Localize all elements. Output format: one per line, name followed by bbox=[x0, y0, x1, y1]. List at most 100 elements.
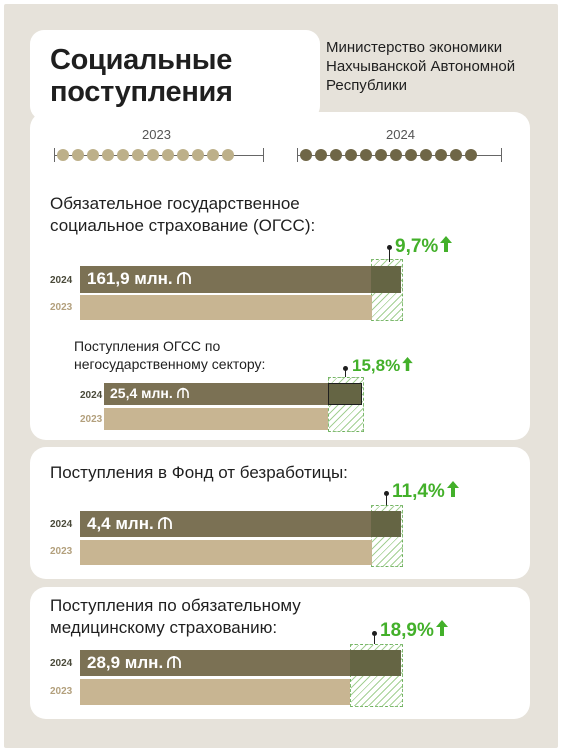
medical-growth-overlay bbox=[350, 650, 401, 676]
month-dot bbox=[405, 149, 417, 161]
unemployment-title: Поступления в Фонд от безработицы: bbox=[50, 463, 348, 482]
nongov-growth: 15,8% bbox=[352, 356, 413, 376]
nongov-value-text: 25,4 млн. bbox=[110, 385, 173, 401]
month-dot bbox=[162, 149, 174, 161]
medical-growth-value: 18,9% bbox=[380, 620, 434, 641]
month-dot bbox=[117, 149, 129, 161]
medical-value-2024: 28,9 млн. bbox=[87, 653, 182, 673]
month-dot bbox=[345, 149, 357, 161]
nongov-bar-2024 bbox=[104, 383, 362, 405]
medical-title-line-1: Поступления по обязательному bbox=[50, 596, 301, 615]
month-dot bbox=[375, 149, 387, 161]
nongov-label-2024: 2024 bbox=[80, 390, 103, 401]
ogss-label-2024: 2024 bbox=[50, 275, 73, 286]
year-label-2023: 2023 bbox=[142, 127, 171, 142]
unemployment-bar-2023 bbox=[80, 540, 372, 565]
ogss-value-2024: 161,9 млн. bbox=[87, 269, 191, 289]
month-dot bbox=[315, 149, 327, 161]
medical-title: Поступления по обязательному медицинском… bbox=[50, 595, 301, 639]
header-card bbox=[30, 30, 320, 120]
unemployment-label-2024: 2024 bbox=[50, 519, 73, 530]
ogss-growth: 9,7% bbox=[395, 236, 453, 258]
timeline-tick bbox=[501, 148, 502, 162]
ogss-value-text: 161,9 млн. bbox=[87, 269, 173, 288]
month-dot bbox=[192, 149, 204, 161]
month-dot bbox=[222, 149, 234, 161]
month-dot bbox=[360, 149, 372, 161]
nongov-title-line-1: Поступления ОГСС по bbox=[74, 338, 221, 354]
ogss-growth-value: 9,7% bbox=[395, 236, 439, 257]
arrow-up-icon bbox=[435, 620, 448, 642]
manat-icon bbox=[176, 385, 189, 401]
medical-value-text: 28,9 млн. bbox=[87, 653, 164, 672]
medical-title-line-2: медицинскому страхованию: bbox=[50, 618, 278, 637]
growth-pin-line bbox=[389, 248, 390, 262]
month-dot bbox=[57, 149, 69, 161]
month-dot bbox=[207, 149, 219, 161]
ogss-bar-2024 bbox=[80, 266, 401, 293]
nongov-value-2024: 25,4 млн. bbox=[110, 385, 189, 401]
month-dot bbox=[435, 149, 447, 161]
ogss-title-line-1: Обязательное государственное bbox=[50, 194, 300, 213]
ogss-title: Обязательное государственное социальное … bbox=[50, 193, 315, 237]
month-dot bbox=[147, 149, 159, 161]
month-dot bbox=[465, 149, 477, 161]
title-line-2: поступления bbox=[50, 76, 233, 108]
growth-pin-line bbox=[345, 369, 346, 377]
growth-pin bbox=[384, 491, 389, 496]
ogss-title-line-2: социальное страхование (ОГСС): bbox=[50, 216, 316, 235]
unemployment-value-text: 4,4 млн. bbox=[87, 514, 154, 533]
timeline-dots-2023 bbox=[57, 148, 237, 162]
month-dot bbox=[420, 149, 432, 161]
month-dot bbox=[300, 149, 312, 161]
ministry-name: Министерство экономики Нахчыванской Авто… bbox=[326, 38, 546, 95]
nongov-bar-2023 bbox=[104, 408, 328, 430]
growth-pin-line bbox=[386, 494, 387, 506]
growth-pin bbox=[387, 245, 392, 250]
medical-label-2024: 2024 bbox=[50, 658, 73, 669]
medical-label-2023: 2023 bbox=[50, 686, 73, 697]
medical-growth: 18,9% bbox=[380, 620, 448, 642]
manat-icon bbox=[167, 653, 182, 673]
growth-pin bbox=[372, 631, 377, 636]
unemployment-label-2023: 2023 bbox=[50, 546, 73, 557]
growth-pin bbox=[343, 366, 348, 371]
unemployment-growth-value: 11,4% bbox=[392, 481, 445, 502]
page-title: Социальные поступления bbox=[50, 44, 233, 108]
title-line-1: Социальные bbox=[50, 44, 233, 76]
month-dot bbox=[450, 149, 462, 161]
ministry-line-2: Нахчыванской Автономной bbox=[326, 58, 516, 75]
ministry-line-3: Республики bbox=[326, 77, 407, 94]
timeline-tick bbox=[263, 148, 264, 162]
timeline-line-2023 bbox=[54, 155, 264, 156]
arrow-up-icon bbox=[402, 356, 413, 376]
growth-pin-line bbox=[374, 634, 375, 644]
year-label-2024: 2024 bbox=[386, 127, 415, 142]
ogss-label-2023: 2023 bbox=[50, 302, 73, 313]
unemployment-value-2024: 4,4 млн. bbox=[87, 514, 172, 534]
timeline-dots-2024 bbox=[300, 148, 480, 162]
month-dot bbox=[132, 149, 144, 161]
arrow-up-icon bbox=[446, 481, 459, 503]
ogss-bar-2023 bbox=[80, 295, 372, 320]
month-dot bbox=[87, 149, 99, 161]
month-dot bbox=[102, 149, 114, 161]
unemployment-bar-2024 bbox=[80, 511, 401, 537]
manat-icon bbox=[157, 514, 172, 534]
month-dot bbox=[177, 149, 189, 161]
nongov-title: Поступления ОГСС по негосударственному с… bbox=[74, 337, 265, 373]
nongov-growth-value: 15,8% bbox=[352, 356, 401, 375]
month-dot bbox=[72, 149, 84, 161]
medical-bar-2023 bbox=[80, 679, 350, 705]
medical-bar-2024 bbox=[80, 650, 401, 676]
unemployment-growth: 11,4% bbox=[392, 481, 459, 503]
nongov-growth-overlay bbox=[328, 383, 362, 405]
nongov-title-line-2: негосударственному сектору: bbox=[74, 356, 266, 372]
unemployment-growth-overlay bbox=[371, 511, 401, 537]
manat-icon bbox=[176, 269, 191, 289]
arrow-up-icon bbox=[440, 236, 453, 258]
month-dot bbox=[330, 149, 342, 161]
nongov-label-2023: 2023 bbox=[80, 414, 103, 425]
month-dot bbox=[390, 149, 402, 161]
ministry-line-1: Министерство экономики bbox=[326, 39, 503, 56]
